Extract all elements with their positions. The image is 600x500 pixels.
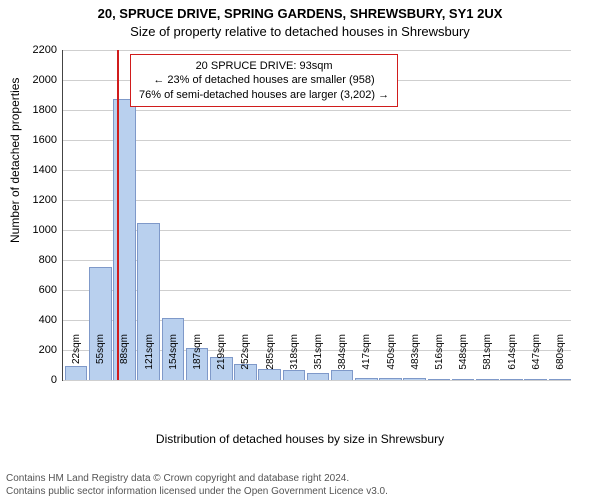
- x-tick-label: 252sqm: [240, 334, 251, 384]
- x-tick-label: 318sqm: [289, 334, 300, 384]
- y-tick-label: 1600: [33, 134, 63, 146]
- gridline: [63, 110, 571, 111]
- annotation-box: 20 SPRUCE DRIVE: 93sqm ← 23% of detached…: [130, 54, 398, 107]
- x-tick-label: 483sqm: [410, 334, 421, 384]
- y-axis-label: Number of detached properties: [8, 78, 22, 243]
- annotation-line-3: 76% of semi-detached houses are larger (…: [139, 88, 389, 102]
- x-tick-label: 22sqm: [71, 334, 82, 384]
- page-title: 20, SPRUCE DRIVE, SPRING GARDENS, SHREWS…: [0, 6, 600, 21]
- footer-line-2: Contains public sector information licen…: [6, 486, 388, 497]
- x-axis-label: Distribution of detached houses by size …: [0, 432, 600, 446]
- y-tick-label: 800: [39, 254, 63, 266]
- x-tick-label: 450sqm: [386, 334, 397, 384]
- x-tick-label: 548sqm: [458, 334, 469, 384]
- y-tick-label: 400: [39, 314, 63, 326]
- y-tick-label: 600: [39, 284, 63, 296]
- gridline: [63, 200, 571, 201]
- x-tick-label: 647sqm: [531, 334, 542, 384]
- gridline: [63, 50, 571, 51]
- gridline: [63, 170, 571, 171]
- y-tick-label: 1200: [33, 194, 63, 206]
- y-tick-label: 2000: [33, 74, 63, 86]
- y-tick-label: 0: [51, 374, 63, 386]
- x-tick-label: 614sqm: [507, 334, 518, 384]
- x-tick-label: 88sqm: [119, 334, 130, 384]
- x-tick-label: 417sqm: [361, 334, 372, 384]
- marker-line: [117, 50, 119, 380]
- gridline: [63, 140, 571, 141]
- x-tick-label: 187sqm: [192, 334, 203, 384]
- x-tick-label: 680sqm: [555, 334, 566, 384]
- y-tick-label: 2200: [33, 44, 63, 56]
- annotation-line-1: 20 SPRUCE DRIVE: 93sqm: [139, 59, 389, 73]
- x-tick-label: 121sqm: [144, 334, 155, 384]
- chart-container: { "title_line1": "20, SPRUCE DRIVE, SPRI…: [0, 0, 600, 500]
- y-tick-label: 1400: [33, 164, 63, 176]
- x-tick-label: 351sqm: [313, 334, 324, 384]
- annotation-line-2: ← 23% of detached houses are smaller (95…: [139, 73, 389, 87]
- x-tick-label: 581sqm: [482, 334, 493, 384]
- y-tick-label: 200: [39, 344, 63, 356]
- footer-line-1: Contains HM Land Registry data © Crown c…: [6, 473, 349, 484]
- x-tick-label: 55sqm: [95, 334, 106, 384]
- y-tick-label: 1000: [33, 224, 63, 236]
- y-tick-label: 1800: [33, 104, 63, 116]
- page-subtitle: Size of property relative to detached ho…: [0, 24, 600, 39]
- x-tick-label: 516sqm: [434, 334, 445, 384]
- x-tick-label: 154sqm: [168, 334, 179, 384]
- x-tick-label: 219sqm: [216, 334, 227, 384]
- x-tick-label: 285sqm: [265, 334, 276, 384]
- x-tick-label: 384sqm: [337, 334, 348, 384]
